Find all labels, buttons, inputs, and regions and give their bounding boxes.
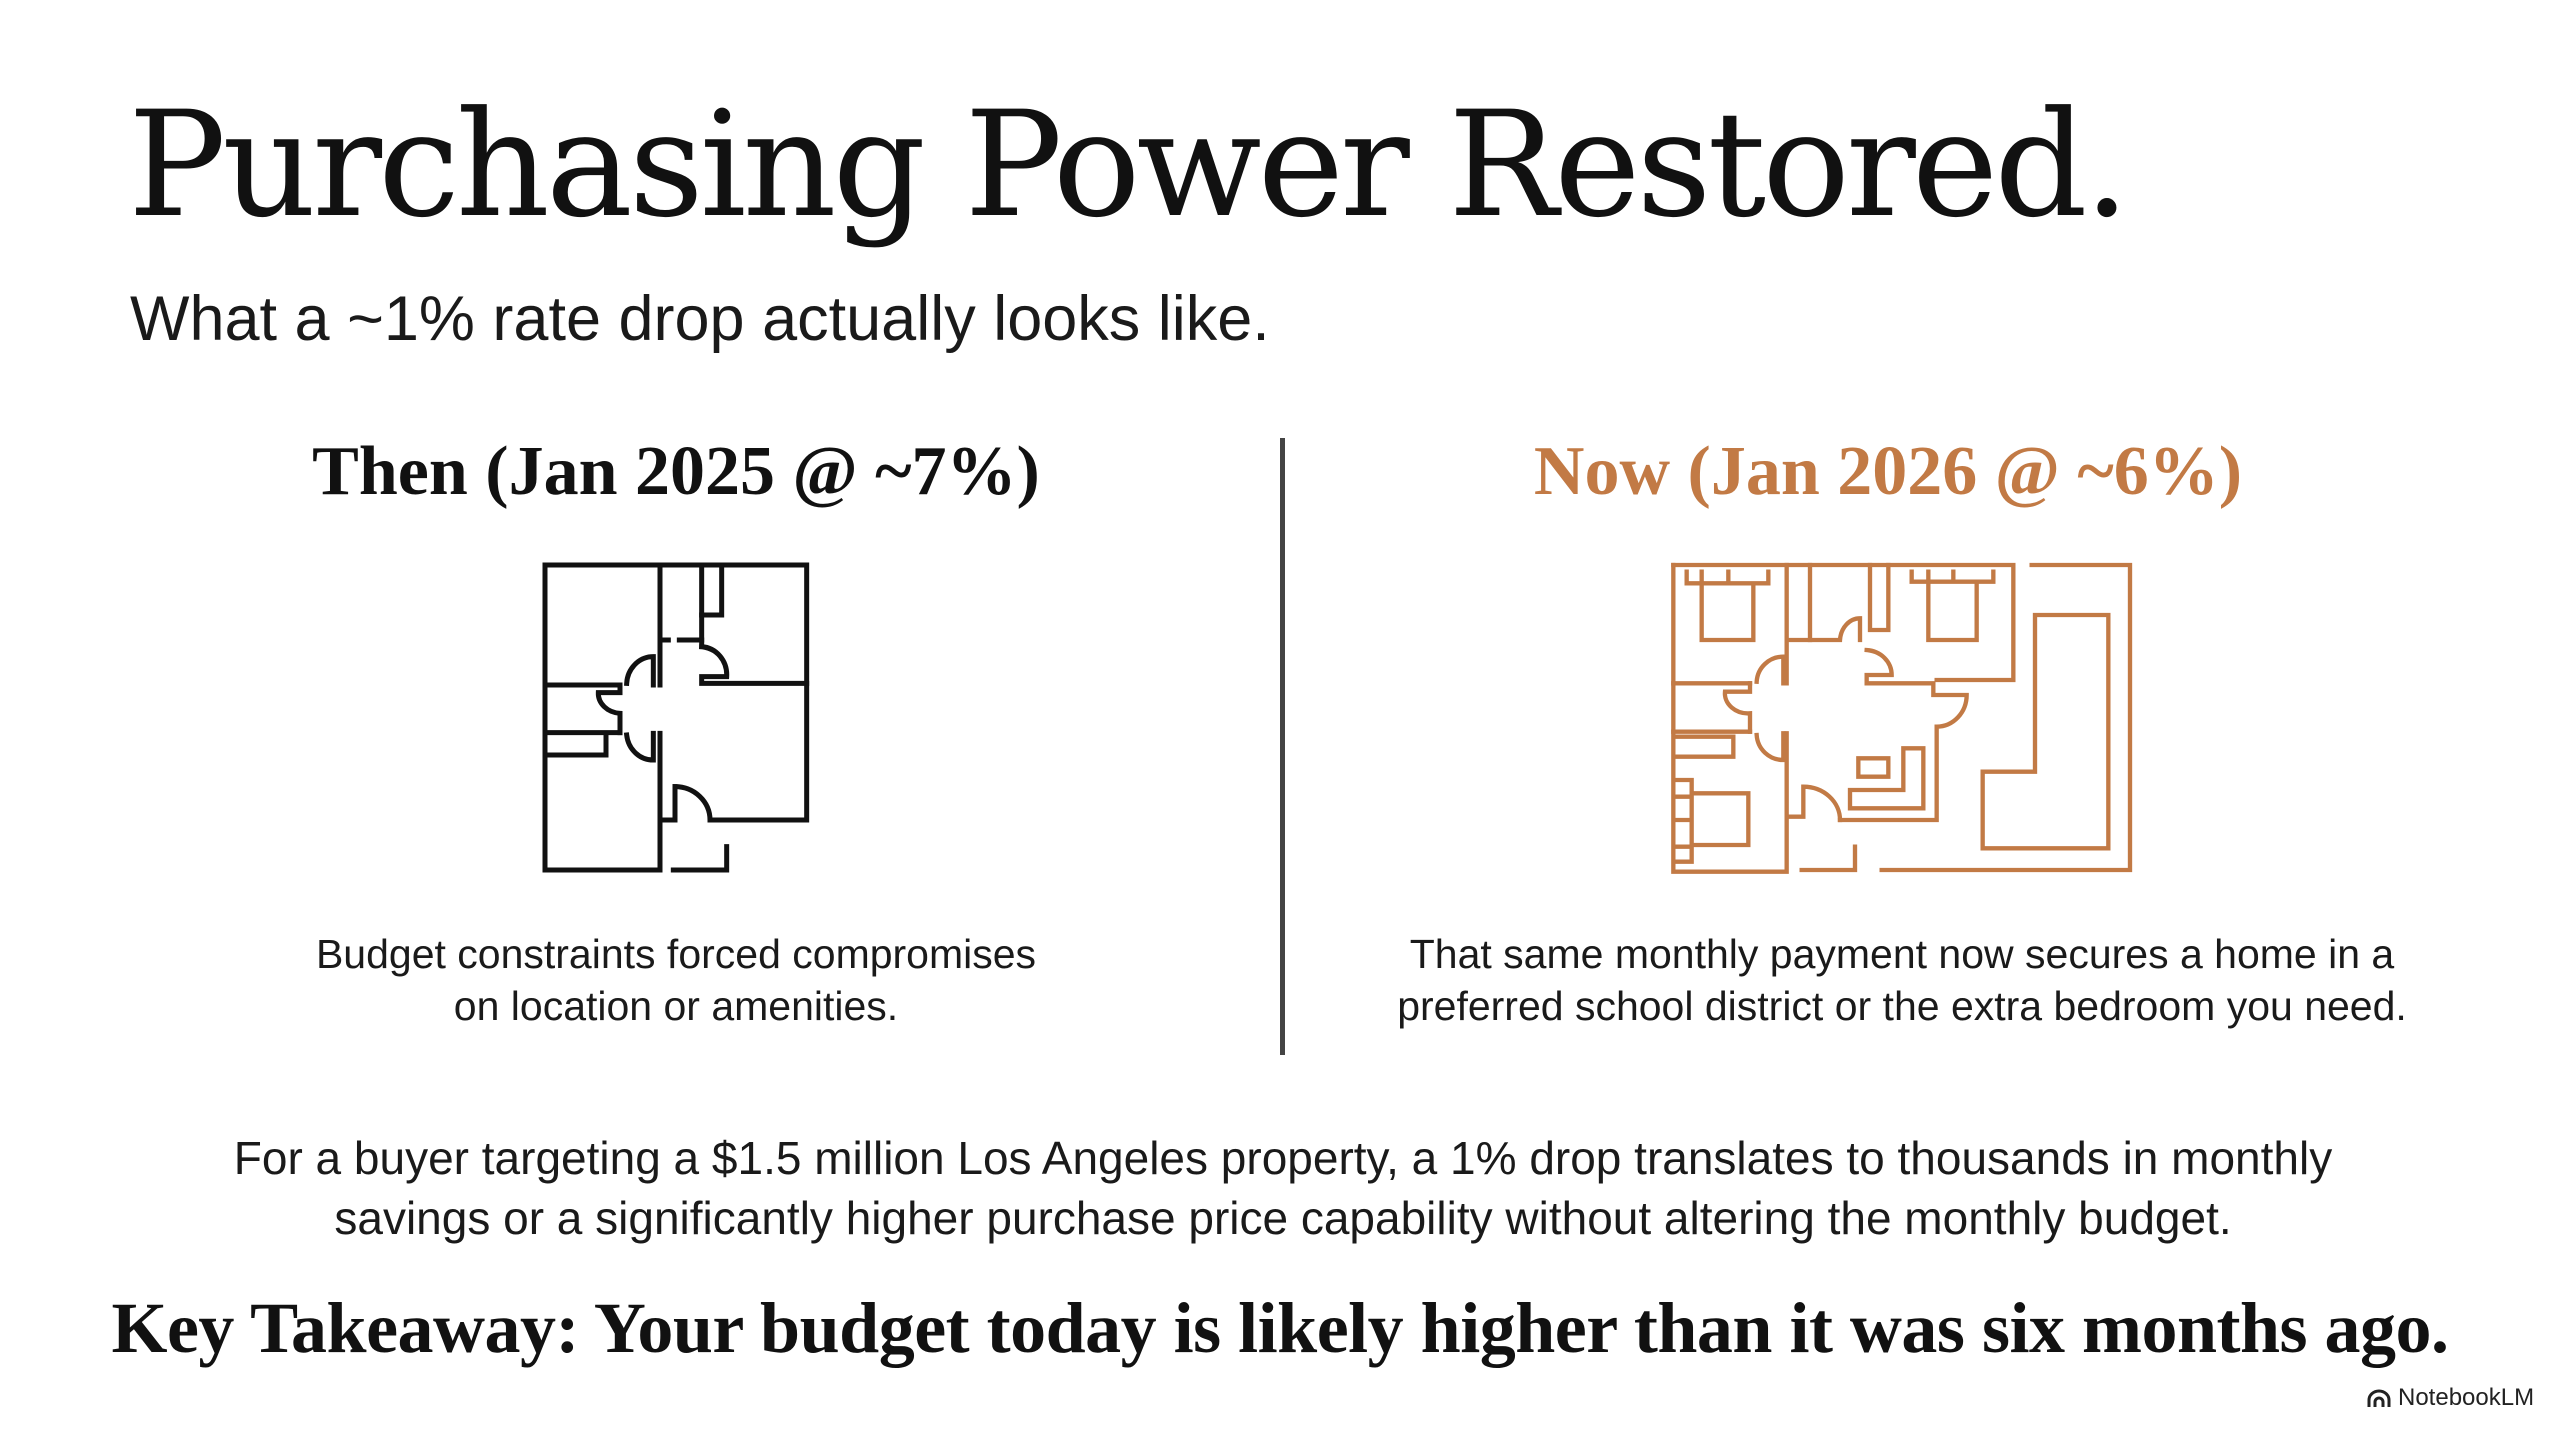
- brand-label: NotebookLM: [2398, 1384, 2535, 1411]
- then-heading: Then (Jan 2025 @ ~7%): [312, 433, 1040, 510]
- notebooklm-logo-icon: [2367, 1389, 2391, 1407]
- body-line: For a buyer targeting a $1.5 million Los…: [233, 1132, 2333, 1184]
- body-line: savings or a significantly higher purcha…: [334, 1192, 2232, 1244]
- now-caption-line: That same monthly payment now secures a …: [1409, 931, 2395, 977]
- now-caption: That same monthly payment now secures a …: [1397, 928, 2407, 1032]
- then-caption: Budget constraints forced compromises on…: [316, 928, 1036, 1032]
- notebooklm-brand: NotebookLM: [2366, 1384, 2534, 1412]
- then-caption-line: Budget constraints forced compromises: [315, 931, 1037, 977]
- key-takeaway: Key Takeaway: Your budget today is likel…: [111, 1288, 2449, 1368]
- now-heading: Now (Jan 2026 @ ~6%): [1533, 433, 2243, 510]
- body-paragraph: For a buyer targeting a $1.5 million Los…: [234, 1128, 2332, 1248]
- large-floor-plan-icon: [1671, 562, 2133, 874]
- column-divider: [1280, 438, 1285, 1055]
- page-subtitle: What a ~1% rate drop actually looks like…: [130, 284, 1270, 354]
- now-caption-line: preferred school district or the extra b…: [1397, 983, 2407, 1029]
- page-title: Purchasing Power Restored.: [128, 80, 2130, 250]
- then-caption-line: on location or amenities.: [453, 983, 899, 1029]
- small-floor-plan-icon: [542, 562, 810, 873]
